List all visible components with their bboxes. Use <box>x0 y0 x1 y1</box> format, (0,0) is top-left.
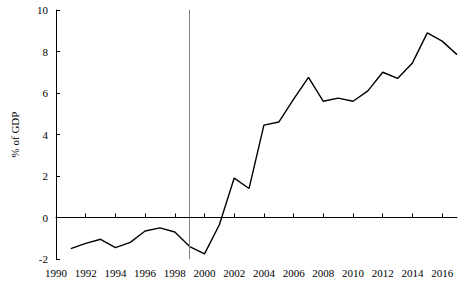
svg-text:2012: 2012 <box>372 267 394 279</box>
svg-text:6: 6 <box>43 87 49 99</box>
svg-text:1998: 1998 <box>164 267 187 279</box>
svg-text:1992: 1992 <box>75 267 97 279</box>
svg-text:-2: -2 <box>39 253 48 265</box>
svg-text:2014: 2014 <box>401 267 424 279</box>
svg-text:2: 2 <box>43 170 49 182</box>
svg-text:2008: 2008 <box>312 267 335 279</box>
svg-text:2004: 2004 <box>253 267 276 279</box>
svg-text:2010: 2010 <box>342 267 365 279</box>
svg-text:10: 10 <box>37 4 49 16</box>
svg-text:% of GDP: % of GDP <box>9 112 21 158</box>
svg-text:1990: 1990 <box>45 267 68 279</box>
svg-text:0: 0 <box>43 212 49 224</box>
svg-text:2000: 2000 <box>194 267 217 279</box>
svg-text:2016: 2016 <box>431 267 454 279</box>
svg-text:1996: 1996 <box>134 267 157 279</box>
svg-text:2002: 2002 <box>223 267 245 279</box>
svg-text:2006: 2006 <box>283 267 306 279</box>
svg-text:8: 8 <box>43 46 49 58</box>
svg-text:1994: 1994 <box>104 267 127 279</box>
svg-text:4: 4 <box>43 129 49 141</box>
